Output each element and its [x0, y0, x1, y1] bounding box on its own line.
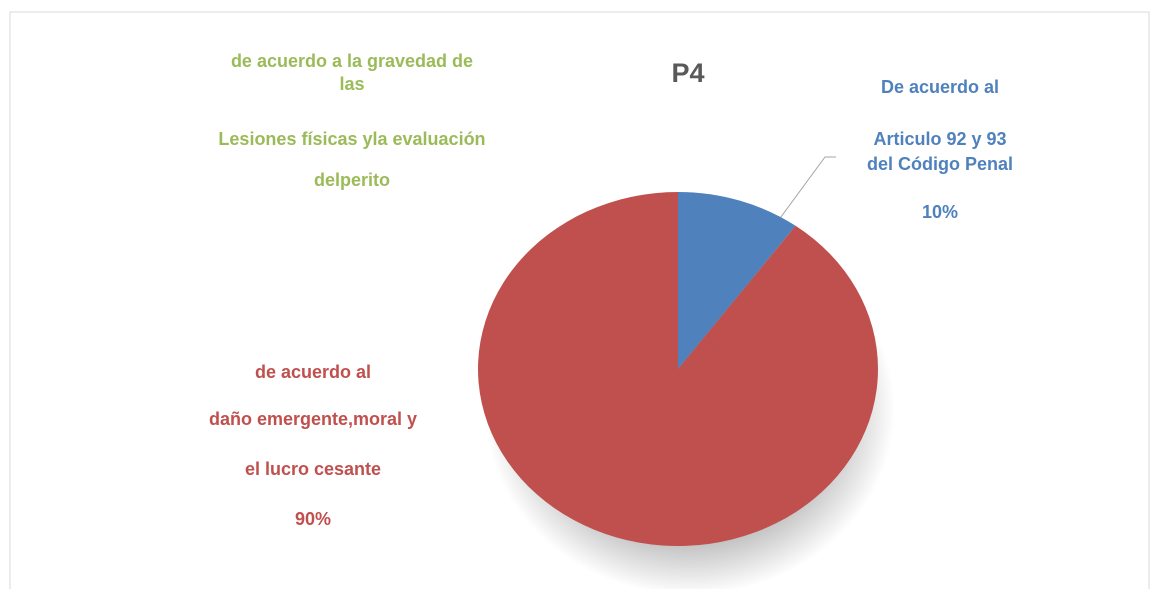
- annotation: Lesiones físicas yla evaluación: [218, 129, 485, 149]
- slice-label: del Código Penal: [867, 154, 1013, 174]
- slice-label: Articulo 92 y 93: [873, 129, 1006, 149]
- annotation: las: [339, 74, 364, 94]
- pie-slice: [678, 192, 796, 369]
- slice-label: daño emergente,moral y: [209, 409, 417, 429]
- pie-slice: [478, 192, 879, 546]
- slice-label: el lucro cesante: [245, 459, 381, 479]
- value-label: 90%: [295, 509, 331, 529]
- annotation: de acuerdo a la gravedad de: [231, 51, 473, 71]
- value-label: 10%: [922, 202, 958, 222]
- chart-title: P4: [671, 58, 704, 88]
- slice-label: De acuerdo al: [881, 77, 999, 97]
- slice-label: de acuerdo al: [255, 362, 371, 382]
- annotation: delperito: [314, 170, 390, 190]
